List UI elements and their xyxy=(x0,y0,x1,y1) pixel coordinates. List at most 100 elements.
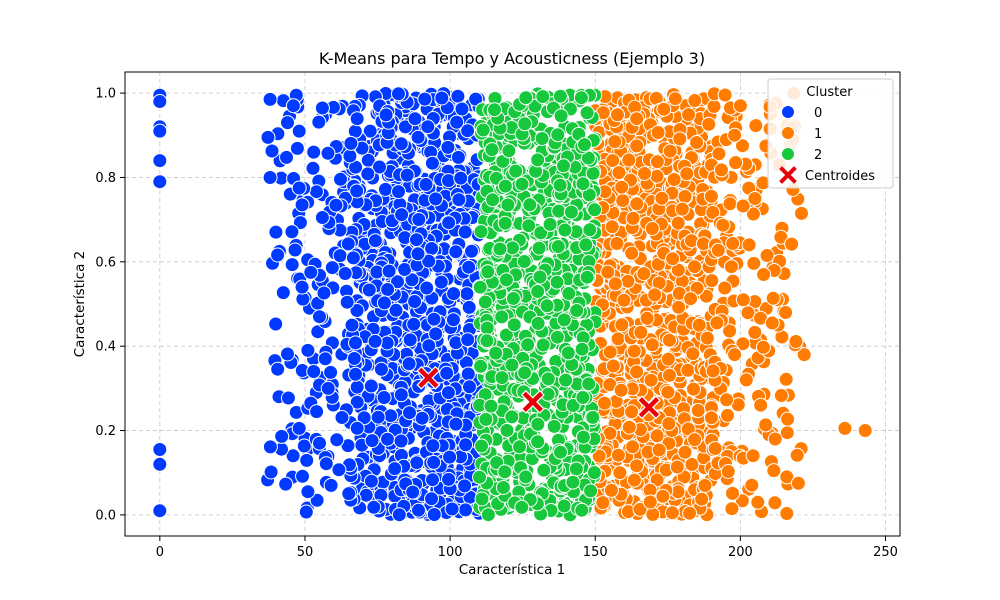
cluster-1-point xyxy=(637,166,652,181)
cluster-2-point xyxy=(556,312,572,328)
cluster-2-point xyxy=(531,240,547,256)
cluster-0-point xyxy=(428,326,444,342)
cluster-0-point xyxy=(264,143,280,159)
cluster-0-point xyxy=(454,101,470,117)
cluster-2-point xyxy=(505,240,520,256)
cluster-1-point xyxy=(724,501,740,517)
cluster-1-point xyxy=(711,146,727,162)
cluster-0-point xyxy=(280,390,296,406)
cluster-1-point xyxy=(632,501,648,517)
cluster-1-point xyxy=(612,465,628,481)
cluster-1-point xyxy=(735,198,751,214)
cluster-1-point xyxy=(629,364,645,380)
cluster-1-point xyxy=(666,172,682,187)
cluster-0-point xyxy=(378,107,394,123)
cluster-1-point xyxy=(649,472,665,488)
cluster-2-point xyxy=(581,376,597,392)
cluster-1-point xyxy=(674,201,690,217)
cluster-0-point xyxy=(381,263,397,279)
cluster-2-point xyxy=(494,309,510,325)
cluster-1-point xyxy=(759,248,775,263)
cluster-0-point xyxy=(460,332,476,348)
cluster-0-point xyxy=(314,210,330,225)
cluster-0-point xyxy=(410,246,426,262)
cluster-1-point xyxy=(613,382,629,398)
cluster-2-point xyxy=(574,341,590,357)
cluster-0-point xyxy=(262,170,278,185)
cluster-2-point xyxy=(514,499,530,515)
x-tick-label: 50 xyxy=(297,545,314,560)
cluster-2-point xyxy=(558,372,574,388)
cluster-1-point xyxy=(600,264,616,280)
cluster-1-point xyxy=(697,478,713,493)
y-tick-label: 0.2 xyxy=(95,424,116,439)
cluster-0-point xyxy=(410,129,426,145)
cluster-0-point xyxy=(391,507,407,523)
cluster-2-point xyxy=(533,225,549,241)
cluster-2-point xyxy=(479,320,495,336)
cluster-2-point xyxy=(549,274,565,290)
cluster-0-point xyxy=(417,91,433,107)
cluster-0-point xyxy=(348,366,363,382)
cluster-2-point xyxy=(582,222,598,238)
legend-item[interactable]: Centroides xyxy=(779,166,875,184)
legend[interactable]: Cluster 0 1 2 Centroides xyxy=(767,78,894,189)
cluster-2-point xyxy=(488,345,504,361)
cluster-1-point xyxy=(720,407,735,423)
cluster-1-point xyxy=(660,351,676,367)
cluster-0-point xyxy=(440,139,456,155)
cluster-2-point xyxy=(518,469,534,485)
legend-item[interactable]: 2 xyxy=(781,147,823,164)
cluster-0-point xyxy=(449,114,465,130)
cluster-0-point xyxy=(450,149,466,165)
cluster-0-point xyxy=(367,233,383,249)
cluster-0-point xyxy=(420,119,436,135)
cluster-1-point xyxy=(677,189,693,204)
cluster-0-point xyxy=(320,380,336,396)
cluster-1-point xyxy=(642,494,658,510)
cluster-0-point xyxy=(343,135,359,151)
cluster-2-point xyxy=(551,203,567,219)
cluster-2-point xyxy=(512,439,527,455)
legend-item[interactable]: 1 xyxy=(781,126,823,143)
cluster-0-point xyxy=(323,477,339,493)
cluster-0-point xyxy=(291,420,307,436)
cluster-0-point xyxy=(300,484,316,500)
legend-item[interactable]: 0 xyxy=(781,105,823,122)
cluster-2-point xyxy=(579,269,595,285)
cluster-1-point xyxy=(766,463,782,479)
cluster-2-point xyxy=(575,390,591,405)
cluster-1-point xyxy=(629,196,645,212)
cluster-0-point xyxy=(411,502,426,518)
cluster-0-point xyxy=(453,170,469,186)
cluster-2-point xyxy=(474,438,489,454)
cluster-1-point xyxy=(764,315,780,331)
cluster-1-point xyxy=(651,442,667,458)
cluster-1-point xyxy=(602,344,618,360)
cluster-2-point xyxy=(472,279,488,295)
cluster-2-point xyxy=(540,371,556,387)
cluster-1-point xyxy=(747,324,763,340)
cluster-1-point xyxy=(789,447,805,463)
cluster-2-point xyxy=(549,329,565,345)
y-tick-label: 1.0 xyxy=(95,87,116,102)
cluster-1-point xyxy=(626,472,642,488)
x-axis-label: Característica 1 xyxy=(459,562,566,578)
cluster-1-point xyxy=(767,495,783,511)
cluster-0-point xyxy=(442,449,458,465)
cluster-0-point xyxy=(152,174,168,190)
cluster-1-point xyxy=(649,154,665,170)
cluster-1-point xyxy=(703,188,719,204)
cluster-2-point xyxy=(492,241,508,257)
cluster-2-point xyxy=(577,137,592,153)
cluster-1-point xyxy=(603,482,619,498)
cluster-1-point xyxy=(741,237,757,253)
cluster-0-point xyxy=(407,111,423,127)
cluster-2-point xyxy=(504,357,520,373)
cluster-1-point xyxy=(625,210,641,226)
cluster-0-point xyxy=(383,408,399,424)
cluster-2-point xyxy=(552,88,568,104)
cluster-1-point xyxy=(732,98,748,114)
legend-label: 1 xyxy=(814,127,822,142)
cluster-0-point xyxy=(378,181,393,197)
